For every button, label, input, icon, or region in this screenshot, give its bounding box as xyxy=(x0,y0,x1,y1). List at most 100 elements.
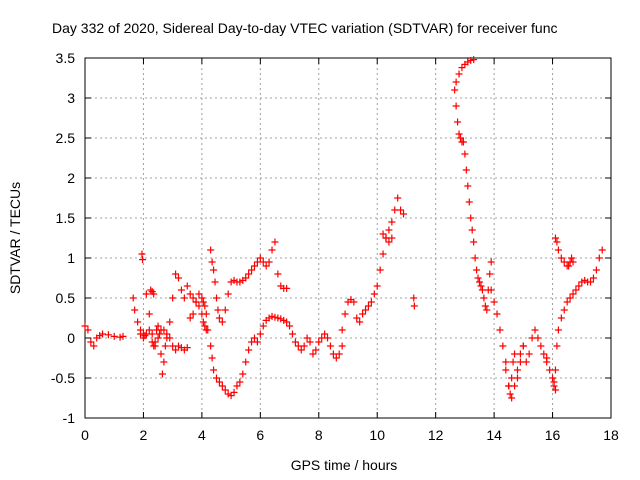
data-point xyxy=(557,314,565,322)
data-point xyxy=(208,354,216,362)
data-point xyxy=(158,370,166,378)
data-point xyxy=(481,302,489,310)
data-point xyxy=(410,302,418,310)
data-point xyxy=(461,150,469,158)
y-tick-label: 2.5 xyxy=(56,130,76,146)
data-point xyxy=(189,310,197,318)
series-track-20 xyxy=(550,382,559,394)
data-point xyxy=(201,322,209,330)
data-point xyxy=(250,262,258,270)
data-point xyxy=(379,250,387,258)
data-point xyxy=(467,214,475,222)
data-point xyxy=(551,366,559,374)
data-point xyxy=(195,302,203,310)
data-point xyxy=(329,350,337,358)
data-point xyxy=(455,130,463,138)
y-axis-label: SDTVAR / TECUs xyxy=(7,182,23,294)
x-tick-label: 4 xyxy=(198,427,206,443)
data-point xyxy=(543,354,551,362)
data-point xyxy=(493,310,501,318)
data-point xyxy=(245,346,253,354)
data-point xyxy=(253,338,261,346)
data-point xyxy=(166,318,174,326)
data-point xyxy=(81,322,89,330)
data-point xyxy=(172,346,180,354)
data-point xyxy=(169,294,177,302)
data-point xyxy=(242,358,250,366)
data-point xyxy=(199,298,207,306)
data-point xyxy=(534,334,542,342)
data-point xyxy=(87,338,95,346)
data-point xyxy=(592,266,600,274)
data-point xyxy=(506,390,514,398)
data-point xyxy=(511,382,519,390)
data-point xyxy=(291,338,299,346)
x-tick-label: 6 xyxy=(256,427,264,443)
data-point xyxy=(470,56,478,64)
data-point xyxy=(516,350,524,358)
data-point xyxy=(452,102,460,110)
data-point xyxy=(457,134,465,142)
data-point xyxy=(207,246,215,254)
data-point xyxy=(528,334,536,342)
data-point xyxy=(575,282,583,290)
data-point xyxy=(309,350,317,358)
data-point xyxy=(221,386,229,394)
data-point xyxy=(186,290,194,298)
series-track-3 xyxy=(138,250,147,264)
data-point xyxy=(233,382,241,390)
series-track-17 xyxy=(502,342,527,402)
data-points xyxy=(81,56,606,402)
data-point xyxy=(454,118,462,126)
data-point xyxy=(207,342,215,350)
data-point xyxy=(459,138,467,146)
data-point xyxy=(172,270,180,278)
data-point xyxy=(177,286,185,294)
data-point xyxy=(157,350,165,358)
data-point xyxy=(274,270,282,278)
data-point xyxy=(513,366,521,374)
data-point xyxy=(148,338,156,346)
series-track-2 xyxy=(129,294,149,340)
data-point xyxy=(303,334,311,342)
data-point xyxy=(508,394,516,402)
data-point xyxy=(160,358,168,366)
data-point xyxy=(156,330,164,338)
series-track-15 xyxy=(452,56,478,86)
data-point xyxy=(137,330,145,338)
x-tick-label: 14 xyxy=(486,427,502,443)
data-point xyxy=(326,342,334,350)
series-track-5 xyxy=(147,286,158,298)
data-point xyxy=(262,262,270,270)
data-point xyxy=(455,70,463,78)
data-point xyxy=(312,346,320,354)
series-track-7 xyxy=(183,282,210,334)
data-point xyxy=(259,258,267,266)
data-point xyxy=(470,238,478,246)
data-point xyxy=(245,270,253,278)
data-point xyxy=(551,234,559,242)
x-tick-label: 2 xyxy=(140,427,148,443)
data-point xyxy=(388,234,396,242)
data-point xyxy=(161,342,169,350)
data-point xyxy=(364,302,372,310)
series-track-10 xyxy=(207,312,346,400)
series-track-4 xyxy=(142,270,188,378)
data-point xyxy=(151,342,159,350)
data-point xyxy=(553,238,561,246)
data-point xyxy=(99,330,107,338)
data-point xyxy=(483,306,491,314)
data-point xyxy=(598,246,606,254)
data-point xyxy=(145,310,153,318)
data-point xyxy=(239,370,247,378)
data-point xyxy=(204,326,212,334)
data-point xyxy=(139,334,147,342)
data-point xyxy=(163,330,171,338)
data-point xyxy=(147,286,155,294)
data-point xyxy=(84,326,92,334)
chart-title: Day 332 of 2020, Sidereal Day-to-day VTE… xyxy=(52,20,558,36)
data-point xyxy=(189,294,197,302)
data-point xyxy=(486,270,494,278)
x-tick-label: 12 xyxy=(428,427,444,443)
